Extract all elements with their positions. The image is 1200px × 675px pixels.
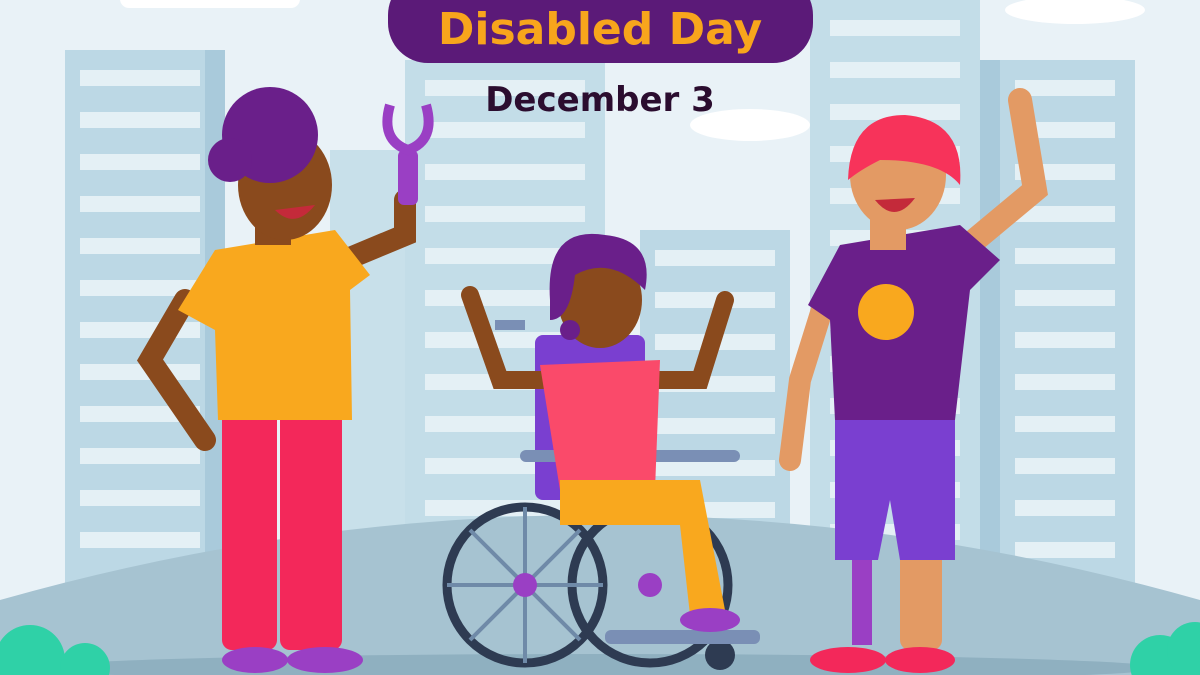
building-window [80, 448, 200, 464]
building-window [655, 292, 775, 308]
building-window [655, 250, 775, 266]
building-window [80, 70, 200, 86]
building-window [1015, 122, 1115, 138]
building-window [425, 80, 585, 96]
building-window [655, 460, 775, 476]
building-window [425, 206, 585, 222]
building-window [425, 122, 585, 138]
building-window [1015, 500, 1115, 516]
building-window [1015, 458, 1115, 474]
building-window [830, 62, 960, 78]
building-window [80, 112, 200, 128]
building-window [80, 490, 200, 506]
prosthetic-hand [398, 150, 418, 205]
building-window [830, 104, 960, 120]
building-window [830, 20, 960, 36]
building-window [1015, 248, 1115, 264]
title-banner: Disabled Day December 3 [388, 0, 813, 120]
building-window [80, 532, 200, 548]
building-window [1015, 80, 1115, 96]
person-in-wheelchair [442, 233, 760, 670]
building-window [1015, 290, 1115, 306]
clouds [120, 0, 1145, 141]
building-window [80, 196, 200, 212]
building-window [1015, 374, 1115, 390]
building-window [1015, 542, 1115, 558]
building-window [1015, 332, 1115, 348]
banner-title: Disabled Day [438, 4, 762, 55]
building-window [1015, 206, 1115, 222]
building-window [80, 280, 200, 296]
building-window [80, 406, 200, 422]
person-prosthetic-hand [136, 87, 434, 673]
bushes [0, 622, 1200, 675]
building-window [425, 248, 585, 264]
shirt-circle [858, 284, 914, 340]
building-window [80, 154, 200, 170]
banner-date: December 3 [485, 80, 715, 120]
building-window [80, 364, 200, 380]
building-window [1015, 416, 1115, 432]
building-window [655, 418, 775, 434]
person-prosthetic-leg [779, 88, 1048, 673]
building-window [425, 164, 585, 180]
building-window [80, 238, 200, 254]
